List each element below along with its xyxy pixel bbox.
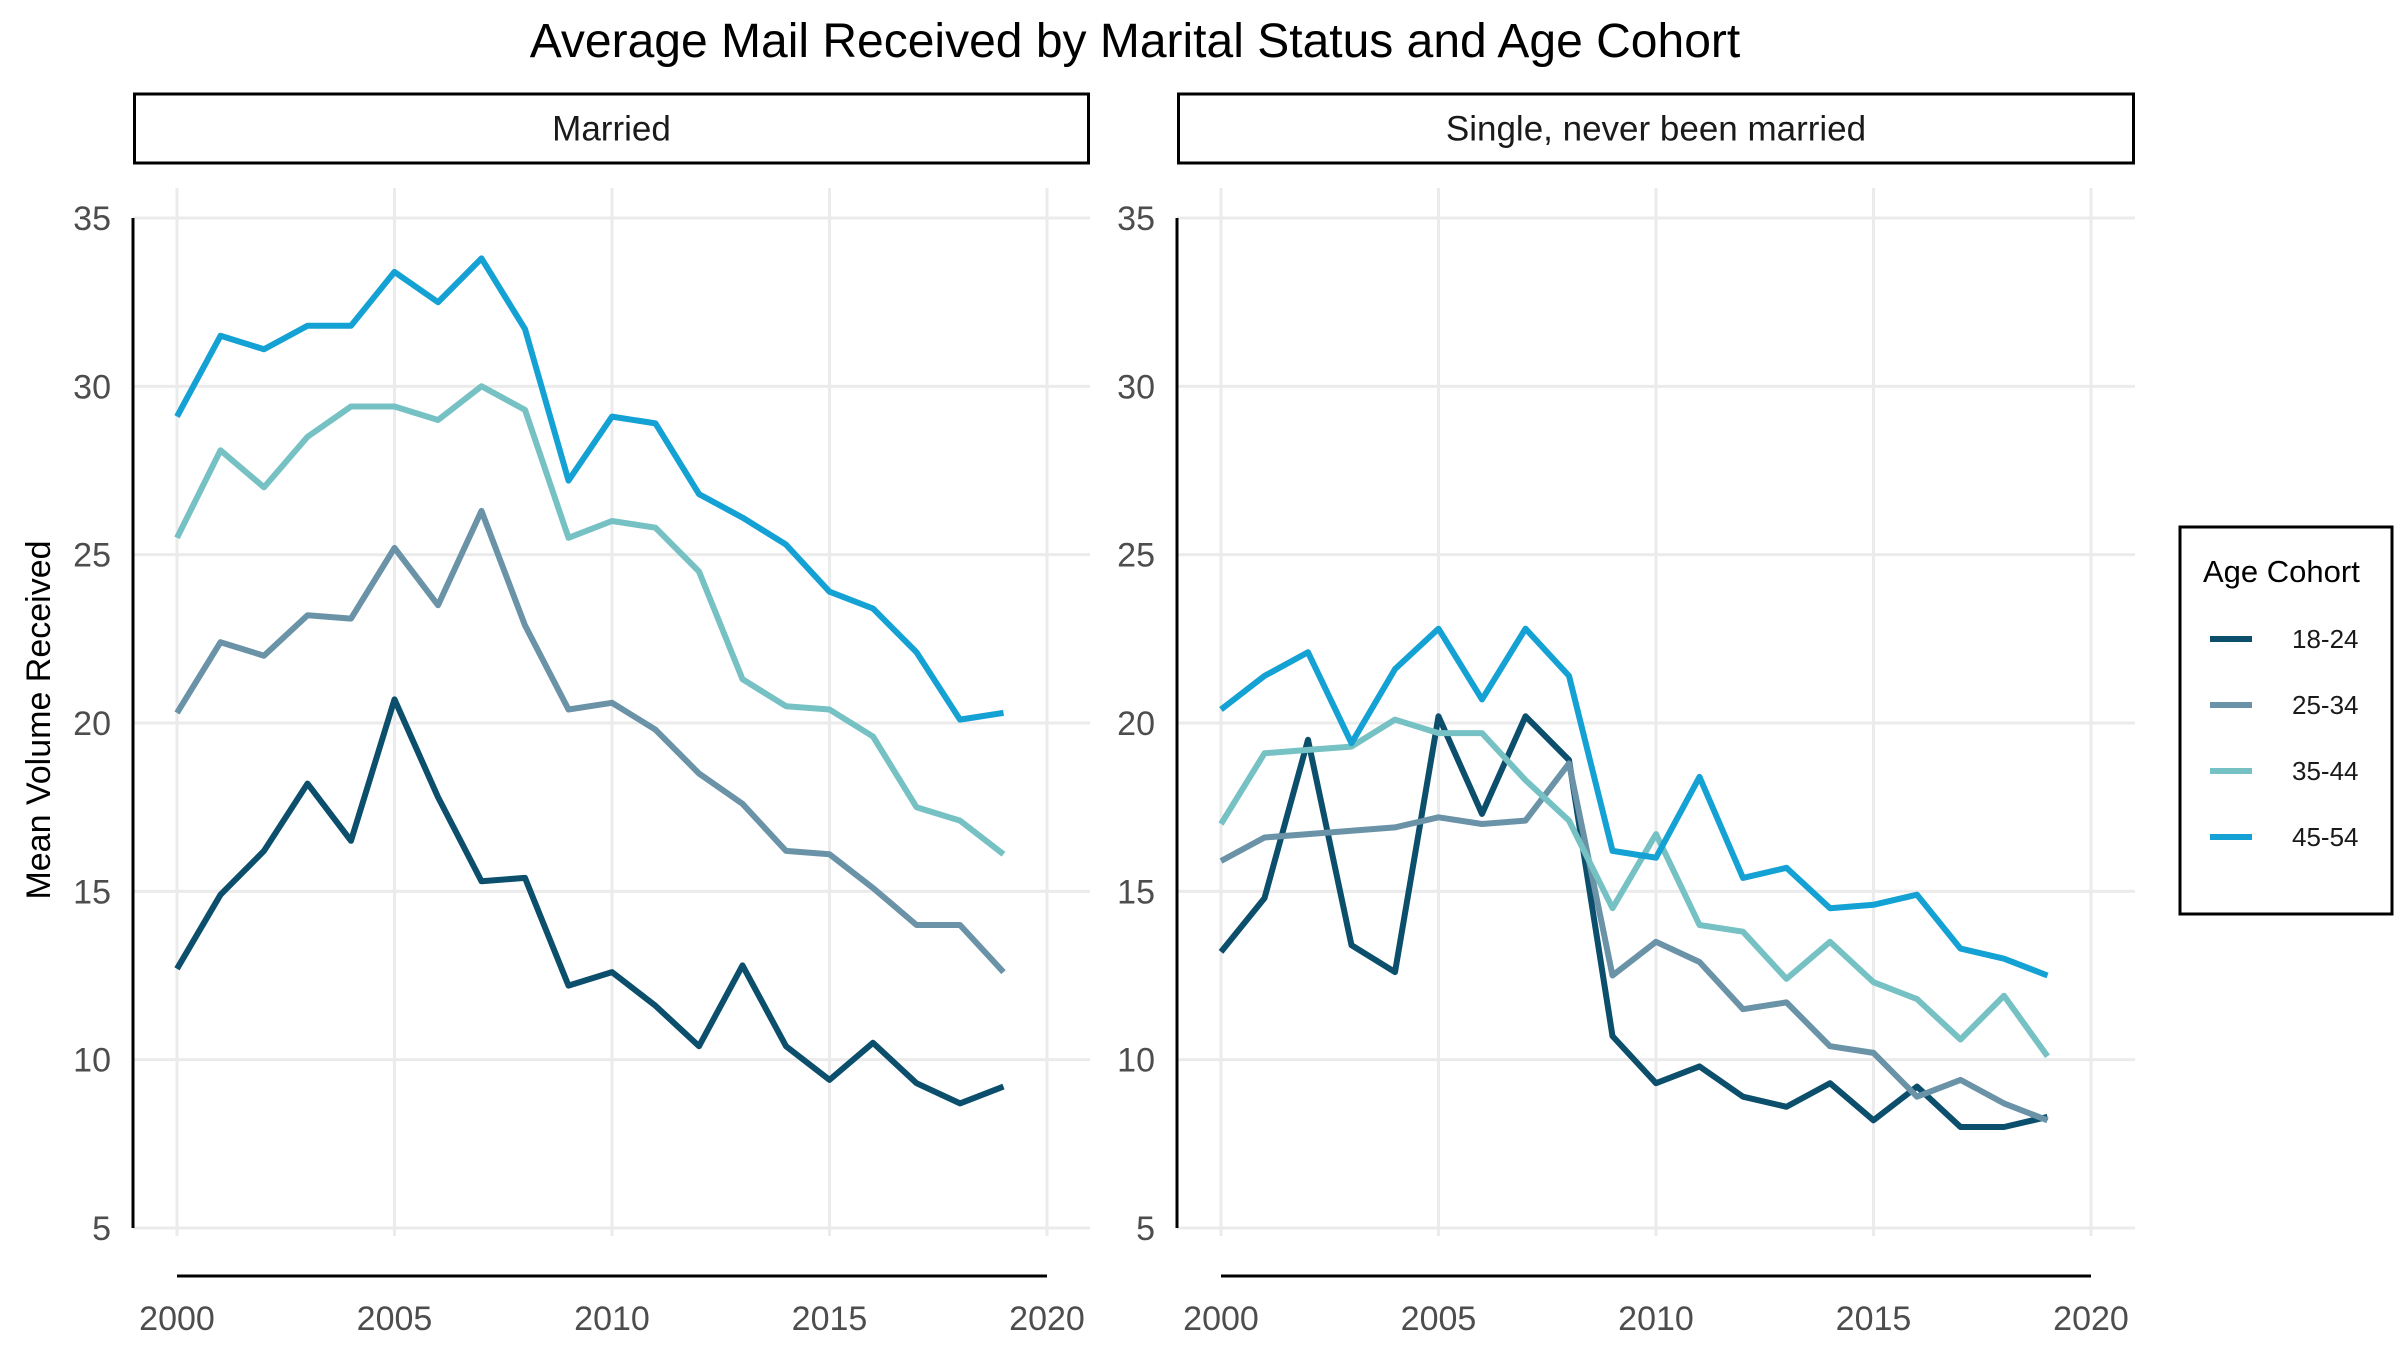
x-tick-label: 2000 — [139, 1300, 215, 1338]
panel-strip-label: Single, never been married — [1446, 110, 1866, 149]
series-line-25-34 — [174, 507, 1006, 975]
legend-label: 35-44 — [2292, 756, 2359, 786]
y-tick-label: 10 — [73, 1042, 111, 1080]
x-tick-label: 2015 — [1836, 1300, 1912, 1338]
y-tick-label: 20 — [73, 705, 111, 743]
legend-box — [2178, 525, 2394, 916]
y-tick-label: 30 — [1117, 368, 1155, 406]
legend-label: 45-54 — [2292, 822, 2359, 852]
panel-strip-label: Married — [552, 110, 671, 149]
series-line-45-54 — [174, 255, 1004, 723]
x-tick-label: 2000 — [1183, 1300, 1259, 1338]
chart-title: Average Mail Received by Marital Status … — [530, 15, 1740, 68]
y-tick-label: 15 — [1117, 873, 1155, 911]
x-tick-label: 2020 — [1009, 1300, 1085, 1338]
series-line-35-44 — [174, 383, 1006, 857]
series-line-35-44 — [1218, 716, 2050, 1059]
y-tick-label: 35 — [1117, 200, 1155, 238]
panel-strip — [133, 92, 1090, 165]
legend-title: Age Cohort — [2203, 554, 2360, 589]
x-tick-label: 2010 — [574, 1300, 650, 1338]
series-line-45-54 — [1219, 625, 2049, 979]
y-tick-label: 25 — [1117, 537, 1155, 575]
y-tick-label: 10 — [1117, 1042, 1155, 1080]
x-tick-label: 2005 — [357, 1300, 433, 1338]
x-tick-label: 2020 — [2053, 1300, 2129, 1338]
y-axis-title: Mean Volume Received — [20, 540, 58, 899]
series-line-25-34 — [1219, 760, 2049, 1124]
legend-label: 25-34 — [2292, 690, 2359, 720]
y-tick-label: 15 — [73, 873, 111, 911]
x-tick-label: 2015 — [792, 1300, 868, 1338]
series-line-18-24 — [1218, 713, 2049, 1130]
panel-0: Married 5 10 15 20 25 30 35 2000 2005 2010 2015 2020 — [73, 92, 1090, 1338]
y-tick-label: 5 — [92, 1210, 111, 1248]
panel-strip — [1177, 92, 2135, 165]
y-tick-label: 35 — [73, 200, 111, 238]
y-tick-label: 30 — [73, 368, 111, 406]
panel-1: Single, never been married 5 10 15 20 25 30 35 2… — [1117, 92, 2135, 1338]
legend-label: 18-24 — [2292, 624, 2359, 654]
series-line-18-24 — [174, 696, 1005, 1107]
x-tick-label: 2005 — [1401, 1300, 1477, 1338]
x-tick-label: 2010 — [1618, 1300, 1694, 1338]
legend: Age Cohort 18-24 25-34 35-44 45-54 — [2178, 525, 2394, 916]
y-tick-label: 20 — [1117, 705, 1155, 743]
y-tick-label: 5 — [1136, 1210, 1155, 1248]
y-tick-label: 25 — [73, 537, 111, 575]
